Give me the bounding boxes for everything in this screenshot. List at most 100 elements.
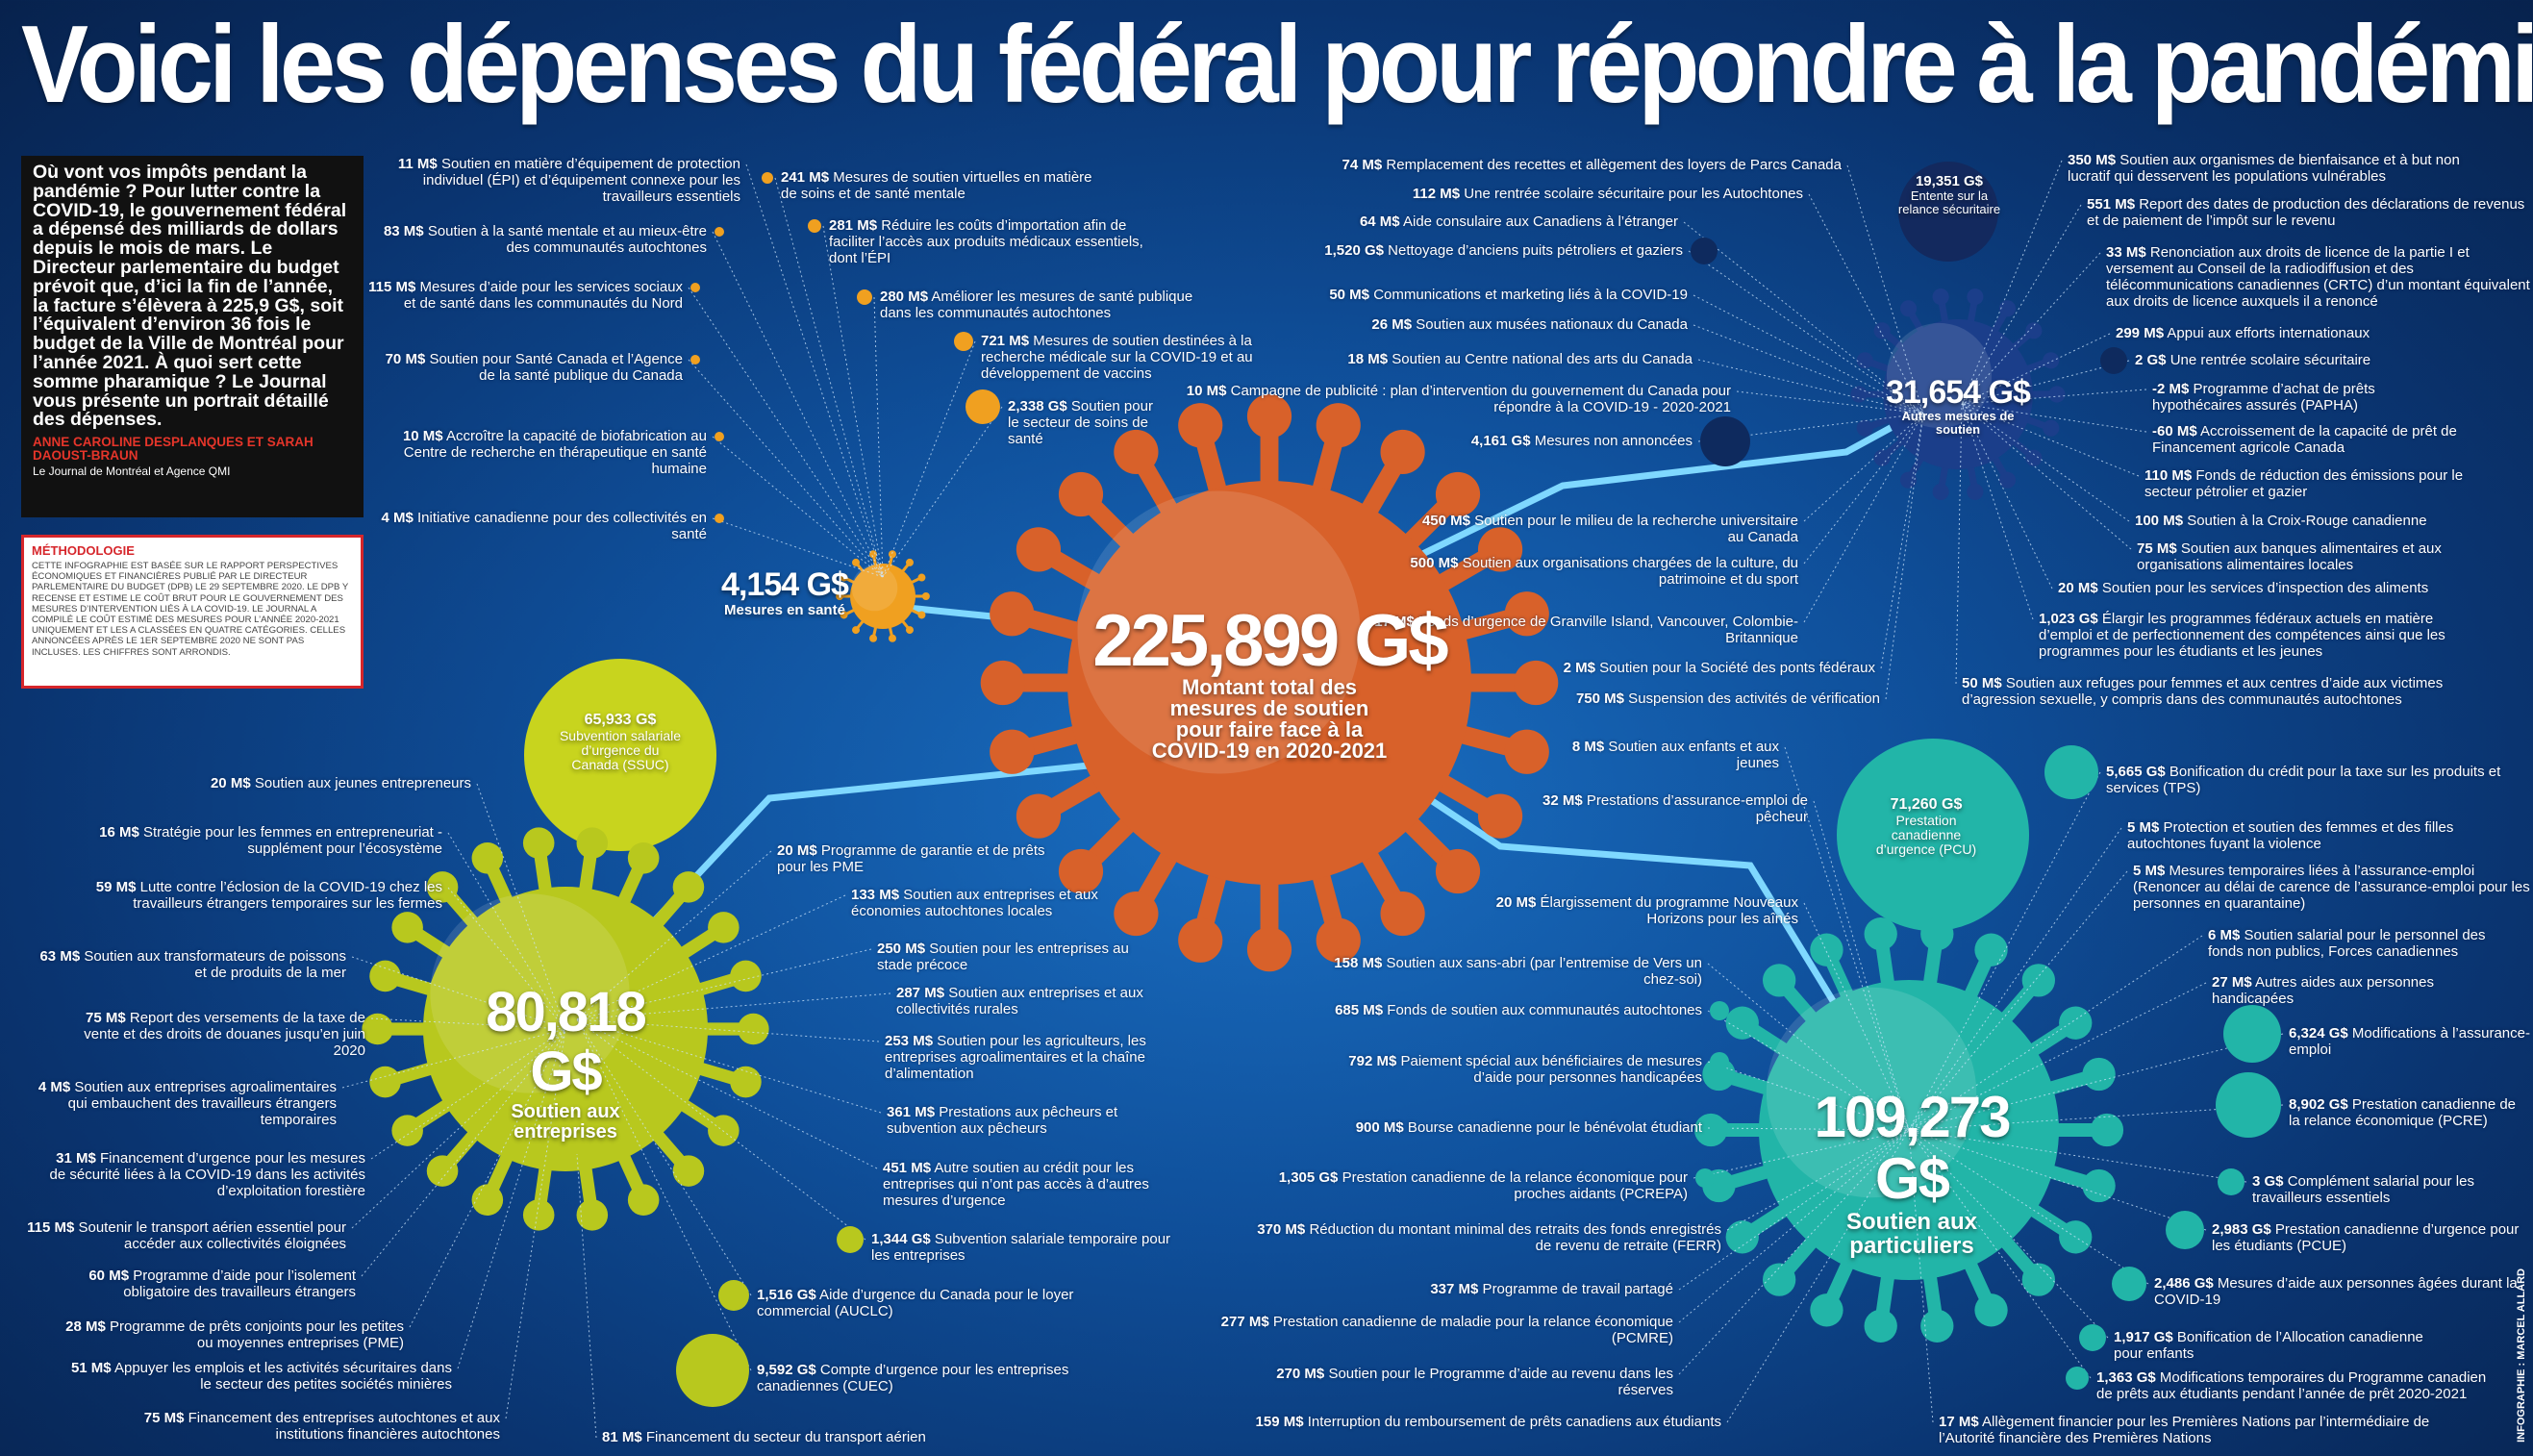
- description: Soutien aux enfants et aux jeunes: [1604, 739, 1779, 771]
- particuliers-left-2: 20 M$ Élargissement du programme Nouveau…: [1442, 894, 1798, 927]
- particuliers-right-11-leader: [1908, 1129, 2092, 1379]
- description: Soutien aux transformateurs de poissons …: [80, 948, 346, 981]
- description: Financement du secteur du transport aéri…: [641, 1429, 926, 1445]
- particuliers-right-6-marker: [2216, 1072, 2281, 1138]
- sante-item-7-marker: [808, 219, 821, 233]
- bubble-rentree-label: Entente sur la relance sécuritaire: [1897, 188, 2001, 216]
- autres-right-10: 20 M$ Soutien pour les services d’inspec…: [2058, 580, 2481, 596]
- entreprises-left-12-leader: [576, 1153, 597, 1439]
- particuliers-left-12: 159 M$ Interruption du remboursement de …: [1250, 1414, 1721, 1430]
- entreprises-right-5-leader: [576, 1018, 882, 1114]
- particuliers-left-10: 277 M$ Prestation canadienne de maladie …: [1212, 1314, 1673, 1346]
- autres-left-8: 4,161 G$ Mesures non annoncées: [1404, 433, 1693, 449]
- particuliers-left-3: 158 M$ Soutien aux sans-abri (par l’entr…: [1327, 955, 1702, 988]
- sante-item-6: 241 M$ Mesures de soutien virtuelles en …: [781, 169, 1098, 202]
- intro-box: Où vont vos impôts pendant la pandémie ?…: [21, 156, 364, 517]
- amount: 551 M$: [2087, 196, 2136, 213]
- autres-right-7: 110 M$ Fonds de réduction des émissions …: [2144, 467, 2481, 500]
- entreprises-right-1-leader: [576, 894, 846, 1020]
- description: Report des versements de la taxe de vent…: [84, 1010, 365, 1059]
- sante-item-10-leader: [882, 406, 1003, 578]
- autres-right-11-leader: [1961, 403, 2034, 620]
- description: Programme d’achat de prêts hypothécaires…: [2152, 381, 2375, 414]
- bubble-pcu-circle: [1837, 739, 2029, 931]
- autres-right-10-leader: [1961, 403, 2053, 590]
- amount: 20 M$: [777, 842, 817, 859]
- amount: 83 M$: [383, 223, 424, 239]
- amount: 1,344 G$: [871, 1231, 931, 1247]
- amount: 250 M$: [877, 941, 926, 957]
- description: Mesures non annoncées: [1530, 433, 1693, 449]
- sante-item-1-marker: [715, 227, 724, 237]
- entreprises-right-9-marker: [676, 1334, 749, 1407]
- bubble-rentree: 19,351 G$ Entente sur la relance sécurit…: [1896, 173, 2002, 216]
- autres-left-6: 18 M$ Soutien au Centre national des art…: [1250, 351, 1693, 367]
- autres-left-11-leader: [1803, 413, 1924, 623]
- particuliers-left-1: 32 M$ Prestations d’assurance-emploi de …: [1519, 792, 1808, 825]
- particuliers-left-7-leader: [1693, 1129, 1910, 1179]
- amount: 100 M$: [2135, 513, 2184, 529]
- particuliers-left-6: 900 M$ Bourse canadienne pour le bénévol…: [1327, 1119, 1702, 1136]
- amount: 28 M$: [65, 1318, 106, 1335]
- autres-right-2: 33 M$ Renonciation aux droits de licence…: [2106, 244, 2533, 310]
- description: Communications et marketing liés à la CO…: [1369, 287, 1688, 303]
- description: Une rentrée scolaire sécuritaire: [2166, 352, 2371, 368]
- description: Campagne de publicité : plan d’intervent…: [1226, 383, 1731, 415]
- description: Mesures temporaires liées à l’assurance-…: [2133, 863, 2530, 912]
- hub-particuliers: 109,273 G$ Soutien aux particuliers: [1777, 1087, 2046, 1259]
- entreprises-left-2: 59 M$ Lutte contre l’éclosion de la COVI…: [77, 879, 442, 912]
- description: Bonification du crédit pour la taxe sur …: [2106, 764, 2501, 796]
- amount: 5 M$: [2127, 819, 2160, 836]
- sante-item-8-leader: [873, 296, 884, 578]
- hub-sante: 4,154 G$ Mesures en santé: [708, 567, 862, 618]
- sante-item-4: 10 M$ Accroître la capacité de biofabric…: [365, 428, 707, 477]
- amount: 6 M$: [2208, 927, 2241, 943]
- autres-left-2: 64 M$ Aide consulaire aux Canadiens à l’…: [1298, 213, 1678, 230]
- description: Soutien aux entreprises et aux économies…: [851, 887, 1098, 919]
- amount: 9,592 G$: [757, 1362, 816, 1378]
- amount: 16 M$: [99, 824, 139, 841]
- particuliers-right-1: 5 M$ Protection et soutien des femmes et…: [2127, 819, 2531, 852]
- particuliers-left-5-marker: [1710, 1052, 1729, 1071]
- amount: 2,983 G$: [2212, 1221, 2271, 1238]
- amount: 64 M$: [1359, 213, 1400, 230]
- bubble-rentree-amount: 19,351 G$: [1915, 173, 1984, 189]
- sante-item-8: 280 M$ Améliorer les mesures de santé pu…: [880, 289, 1207, 321]
- description: Réduire les coûts d’importation afin de …: [829, 217, 1143, 266]
- sante-item-10: 2,338 G$ Soutien pour le secteur de soin…: [1008, 398, 1162, 447]
- autres-right-9: 75 M$ Soutien aux banques alimentaires e…: [2137, 540, 2464, 573]
- sante-item-0: 11 M$ Soutien en matière d’équipement de…: [365, 156, 740, 205]
- particuliers-right-11-marker: [2066, 1367, 2089, 1390]
- description: Programme de travail partagé: [1478, 1281, 1673, 1297]
- amount: 75 M$: [2137, 540, 2177, 557]
- autres-right-11: 1,023 G$ Élargir les programmes fédéraux…: [2039, 611, 2481, 660]
- particuliers-right-11: 1,363 G$ Modifications temporaires du Pr…: [2096, 1369, 2500, 1402]
- particuliers-right-2: 5 M$ Mesures temporaires liées à l’assur…: [2133, 863, 2533, 912]
- entreprises-left-3: 63 M$ Soutien aux transformateurs de poi…: [38, 948, 346, 981]
- description: Soutien pour le Programme d’aide au reve…: [1324, 1366, 1673, 1398]
- sante-item-5: 4 M$ Initiative canadienne pour des coll…: [365, 510, 707, 542]
- amount: 17 M$: [1939, 1414, 1979, 1430]
- amount: 20 M$: [1495, 894, 1537, 911]
- sante-item-2-leader: [688, 287, 884, 578]
- bubble-pcu: 71,260 G$ Prestation canadienne d’urgenc…: [1844, 796, 2008, 857]
- hub-autres-label: Autres mesures de soutien: [1901, 409, 2015, 437]
- amount: 287 M$: [896, 985, 945, 1001]
- amount: 281 M$: [829, 217, 878, 234]
- bubble-pcu-label: Prestation canadienne d’urgence (PCU): [1875, 813, 1977, 857]
- particuliers-right-9-marker: [2112, 1267, 2146, 1301]
- amount: 2 M$: [1563, 660, 1595, 676]
- particuliers-left-11-leader: [1678, 1129, 1910, 1375]
- amount: 60 M$: [88, 1268, 130, 1284]
- autres-left-6-leader: [1697, 359, 1924, 414]
- methodology-text: Cette infographie est basée sur le rappo…: [32, 561, 349, 658]
- description: Paiement spécial aux bénéficiaires de me…: [1396, 1053, 1702, 1086]
- amount: 1,363 G$: [2096, 1369, 2156, 1386]
- bubble-pcu-amount: 71,260 G$: [1890, 796, 1963, 813]
- amount: 81 M$: [602, 1429, 642, 1445]
- bubble-rentree-circle: [1898, 162, 1998, 262]
- description: Soutien au Centre national des arts du C…: [1388, 351, 1693, 367]
- description: Autre soutien au crédit pour les entrepr…: [883, 1160, 1149, 1209]
- entreprises-right-7-marker: [837, 1226, 864, 1253]
